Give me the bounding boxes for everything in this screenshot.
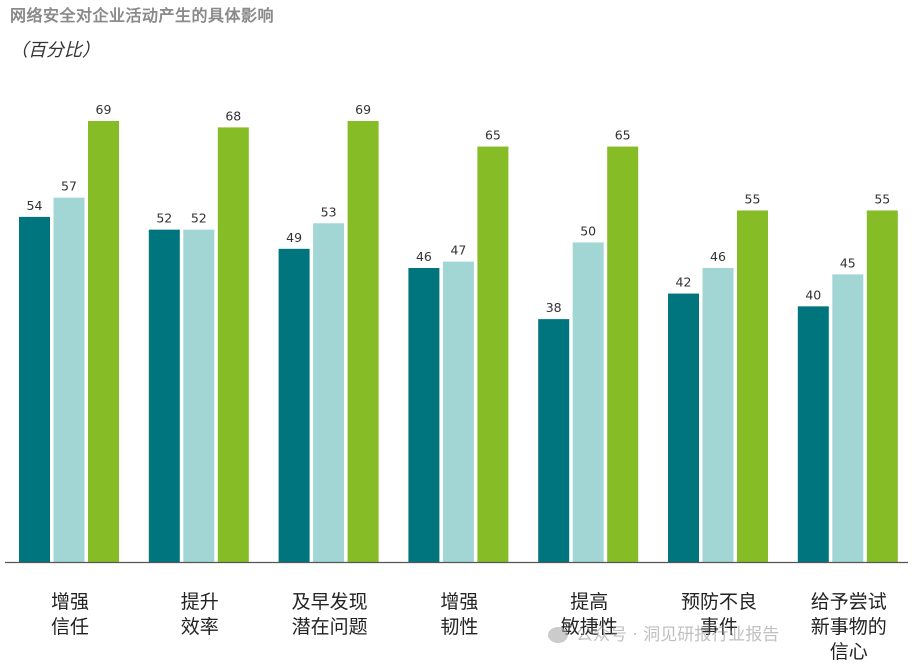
data-label: 38 — [546, 300, 562, 315]
wechat-icon — [548, 627, 568, 643]
data-label: 50 — [580, 223, 596, 238]
chart-title: 网络安全对企业活动产生的具体影响 — [10, 6, 275, 25]
bar-6-series-1 — [668, 293, 699, 562]
bar-5-series-1 — [538, 319, 570, 562]
bar-1-series-2 — [53, 197, 85, 562]
bar-1-series-1 — [19, 216, 50, 562]
bar-5-series-2 — [572, 242, 604, 562]
bar-2-series-2 — [183, 229, 215, 563]
data-label: 69 — [355, 102, 371, 117]
data-label: 65 — [615, 128, 631, 143]
bar-3-series-2 — [313, 223, 345, 562]
data-label: 53 — [321, 204, 337, 219]
category-label: 韧性 — [440, 616, 478, 638]
bar-2-series-3 — [217, 127, 249, 563]
category-label: 给予尝试 — [811, 591, 887, 613]
category-label: 事件 — [700, 616, 738, 638]
category-label: 新事物的 — [811, 616, 887, 638]
category-label: 预防不良 — [681, 591, 757, 613]
bar-6-series-2 — [702, 268, 734, 562]
watermark-text: 公众号 · 洞见研报行业报告 — [576, 625, 780, 645]
category-label: 潜在问题 — [292, 616, 368, 638]
data-label: 65 — [485, 128, 501, 143]
bar-7-series-1 — [797, 306, 829, 562]
category-label: 提高 — [570, 591, 608, 613]
data-label: 52 — [156, 211, 172, 226]
data-label: 49 — [286, 230, 302, 245]
bar-3-series-1 — [278, 248, 310, 562]
bar-4-series-3 — [477, 146, 509, 562]
data-label: 52 — [191, 211, 207, 226]
chart-subtitle: （百分比） — [10, 40, 100, 61]
category-label: 增强 — [440, 591, 478, 613]
bar-5-series-3 — [607, 146, 639, 562]
data-label: 42 — [676, 275, 692, 290]
category-label: 信任 — [51, 616, 89, 638]
bar-4-series-2 — [442, 261, 474, 562]
data-label: 46 — [710, 249, 726, 264]
category-label: 效率 — [181, 616, 219, 638]
data-label: 68 — [225, 108, 241, 123]
data-label: 57 — [61, 179, 77, 194]
bar-3-series-3 — [347, 121, 379, 562]
watermark: 公众号 · 洞见研报行业报告 — [548, 620, 779, 645]
category-label: 信心 — [830, 641, 868, 663]
category-label: 提升 — [181, 591, 219, 613]
bar-4-series-1 — [408, 268, 440, 562]
data-label: 55 — [745, 191, 761, 206]
category-label: 增强 — [51, 591, 89, 613]
bar-7-series-3 — [866, 210, 898, 562]
data-label: 46 — [416, 249, 432, 264]
data-label: 47 — [450, 243, 466, 258]
data-label: 54 — [27, 198, 43, 213]
category-label: 敏捷性 — [561, 616, 618, 638]
bar-1-series-3 — [88, 121, 119, 562]
data-label: 69 — [96, 102, 112, 117]
data-label: 45 — [840, 255, 856, 270]
category-label: 及早发现 — [292, 591, 368, 613]
bar-6-series-3 — [737, 210, 768, 562]
bar-2-series-1 — [148, 229, 180, 563]
data-label: 55 — [874, 191, 890, 206]
data-label: 40 — [805, 287, 821, 302]
bar-7-series-2 — [832, 274, 864, 562]
